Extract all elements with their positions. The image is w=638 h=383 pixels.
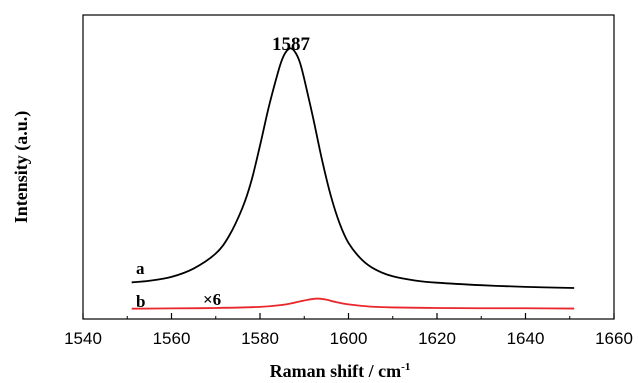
x-axis-ticks: 1540 1560 1580 1600 1620 1640 1660 (64, 313, 633, 348)
series-a-label: a (136, 259, 145, 278)
series-b-label: b (136, 292, 145, 311)
x-axis-title-superscript: -1 (401, 361, 410, 373)
x-tick-label-1560: 1560 (153, 329, 191, 348)
x-tick-label-1660: 1660 (595, 329, 633, 348)
y-axis-title: Intensity (a.u.) (11, 111, 32, 224)
series-a-line (131, 47, 575, 289)
x-tick-label-1640: 1640 (507, 329, 545, 348)
x-axis-title: Raman shift / cm-1 (270, 361, 411, 381)
plot-frame (82, 14, 615, 320)
x-tick-label-1580: 1580 (241, 329, 279, 348)
series-layer (131, 47, 575, 310)
x-tick-label-1540: 1540 (64, 329, 102, 348)
series-b-line (131, 297, 575, 310)
x-tick-label-1600: 1600 (330, 329, 368, 348)
scale-factor-label: ×6 (203, 290, 221, 309)
peak-label: 1587 (272, 34, 311, 55)
x-tick-label-1620: 1620 (418, 329, 456, 348)
x-axis-title-main: Raman shift / cm (270, 361, 402, 381)
